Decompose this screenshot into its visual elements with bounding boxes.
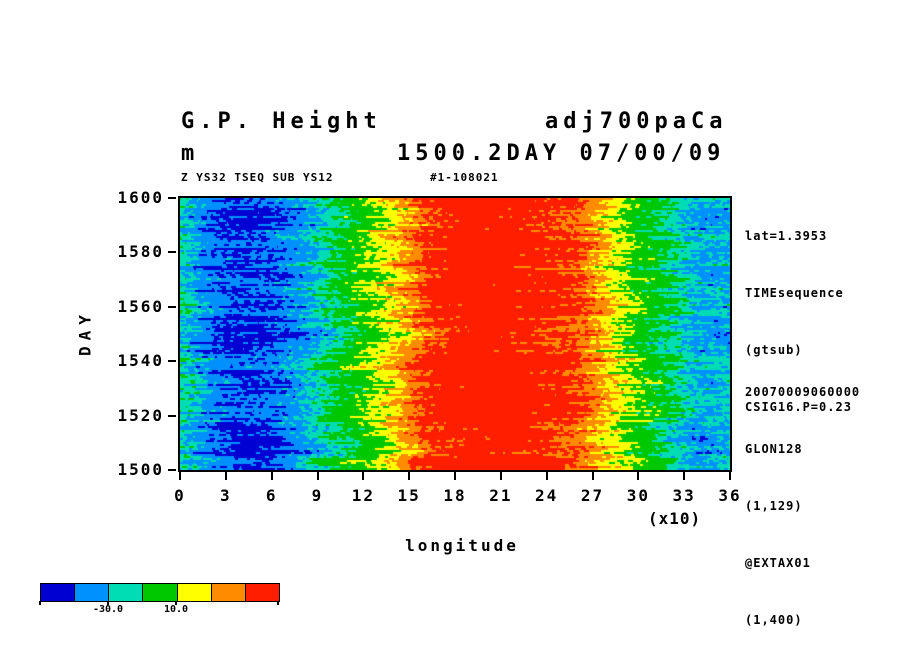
annotation-line: (1,400) (745, 613, 803, 627)
x-axis-tick-label: 12 (351, 486, 375, 505)
y-axis-title: DAY (75, 309, 95, 356)
x-axis-tick-label: 6 (265, 486, 278, 505)
y-axis-tick (168, 469, 176, 471)
chart-title-left: G.P. Height (181, 109, 382, 134)
y-axis-tick-label: 1560 (117, 296, 164, 316)
x-axis-tick-label: 36 (718, 486, 742, 505)
x-axis-tick (499, 472, 502, 480)
annotation-group-2: 20070009060000 GLON128 (1,129) @EXTAX01 … (745, 345, 868, 654)
annotation-line: (gtsub) (745, 343, 803, 357)
x-axis-tick (637, 472, 640, 480)
annotation-group-1: lat=1.3953 TIMEsequence (gtsub) CSIG16.P… (745, 189, 852, 455)
x-axis-tick (362, 472, 365, 480)
y-axis-tick (168, 414, 176, 417)
colorbar-boundary-tick (175, 601, 177, 605)
x-axis-tick (545, 472, 548, 480)
x-axis-title: longitude (405, 536, 519, 555)
y-axis-tick (168, 197, 176, 199)
y-axis-tick-label: 1500 (117, 460, 164, 479)
annotation-line: 20070009060000 (745, 385, 861, 399)
y-axis-tick (168, 360, 176, 363)
x-axis-tick (179, 472, 181, 480)
annotation-line: TIMEsequence (745, 286, 844, 300)
x-axis-tick-label: 0 (174, 486, 186, 505)
x-axis-tick (224, 472, 227, 480)
y-axis-tick-label: 1540 (117, 351, 164, 371)
heatmap-canvas (180, 198, 730, 470)
y-axis-tick (168, 251, 176, 254)
x-axis-tick (683, 472, 686, 480)
y-axis-tick-label: 1580 (117, 242, 164, 262)
colorbar-tick-label: 10.0 (163, 604, 189, 615)
colorbar-boundary-tick (107, 601, 109, 605)
annotation-line: lat=1.3953 (745, 229, 828, 243)
colorbar (40, 583, 280, 602)
colorbar-end-marker (277, 601, 279, 605)
colorbar-segment (177, 584, 212, 601)
chart-units-label: m (181, 141, 200, 166)
x-axis-tick-label: 27 (580, 486, 605, 505)
x-axis-tick (591, 472, 594, 480)
colorbar-segment (245, 584, 279, 601)
annotation-line: CSIG16.P=0.23 (745, 400, 852, 414)
x-axis-tick (316, 472, 319, 480)
colorbar-tick-label: -30.0 (92, 604, 124, 615)
plot-frame (178, 196, 732, 472)
x-axis-tick-label: 33 (672, 486, 696, 505)
annotation-line: @EXTAX01 (745, 556, 811, 570)
annotation-line: (1,129) (745, 499, 803, 513)
x-axis-tick (454, 472, 456, 480)
x-axis-tick-label: 24 (535, 486, 559, 505)
y-axis-tick-label: 1520 (117, 405, 164, 425)
colorbar-segment (75, 584, 110, 601)
x-axis-tick-label: 21 (489, 486, 513, 505)
subheader-right: #1-108021 (430, 171, 499, 184)
x-axis-tick (408, 472, 411, 480)
subheader-left: Z YS32 TSEQ SUB YS12 (181, 171, 334, 184)
chart-title-right: adj700paCa (545, 109, 728, 134)
chart-subtitle-right: 1500.2DAY 07/00/09 (397, 141, 726, 166)
colorbar-segment (143, 584, 178, 601)
x-axis-tick-label: 18 (443, 486, 467, 505)
annotation-line: GLON128 (745, 442, 803, 456)
x-unit-label: (x10) (648, 509, 702, 528)
x-axis-tick-label: 30 (626, 486, 650, 505)
colorbar-segment (109, 584, 144, 601)
colorbar-segment (211, 584, 246, 601)
x-axis-tick (270, 472, 273, 480)
x-axis-tick (729, 472, 731, 480)
x-axis-tick-label: 3 (220, 486, 232, 505)
colorbar-end-marker (39, 601, 41, 605)
x-axis-tick-label: 9 (311, 486, 324, 505)
y-axis-tick (168, 305, 176, 308)
y-axis-tick-label: 1600 (117, 188, 164, 207)
colorbar-segment (41, 584, 76, 601)
x-axis-tick-label: 15 (397, 486, 421, 505)
